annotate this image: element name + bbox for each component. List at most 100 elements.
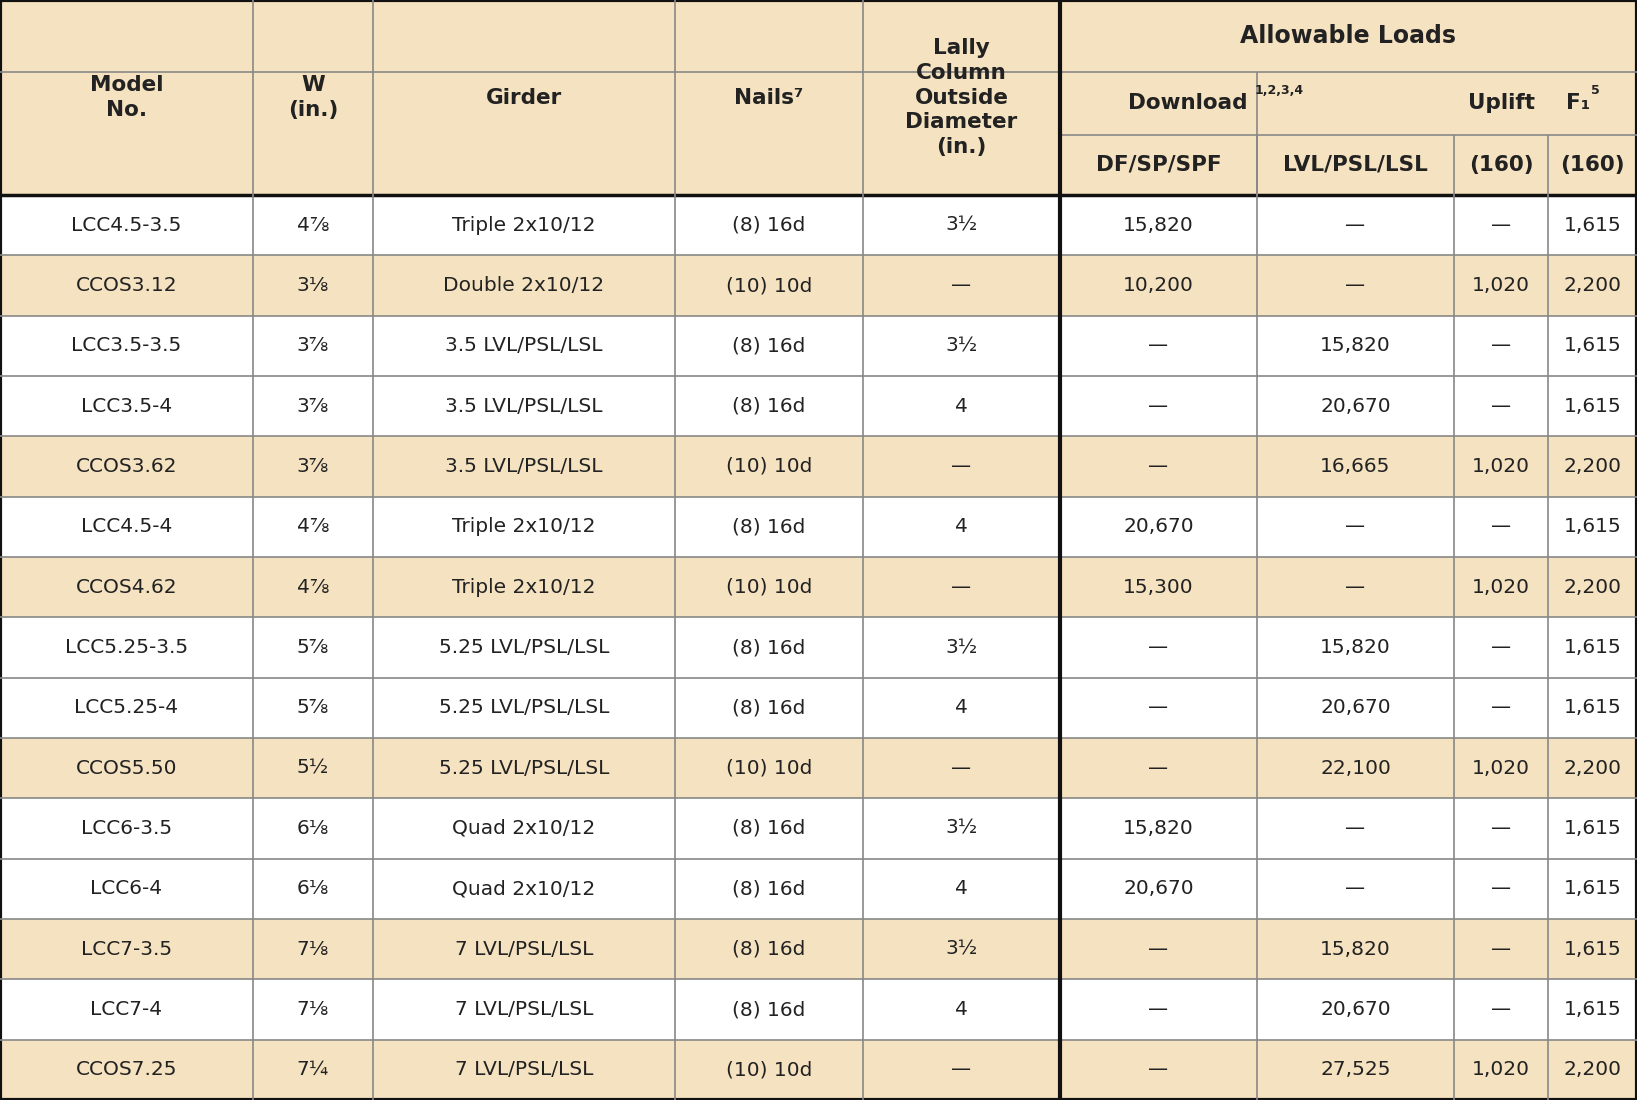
Text: F₁: F₁ <box>1567 94 1591 113</box>
Text: Quad 2x10/12: Quad 2x10/12 <box>452 879 596 899</box>
Text: 15,820: 15,820 <box>1319 638 1391 657</box>
Text: 5.25 LVL/PSL/LSL: 5.25 LVL/PSL/LSL <box>439 638 609 657</box>
Text: —: — <box>1491 879 1511 899</box>
Text: 1,020: 1,020 <box>1472 1060 1531 1079</box>
Text: —: — <box>1491 397 1511 416</box>
Text: 1,615: 1,615 <box>1563 517 1621 537</box>
Text: 2,200: 2,200 <box>1563 578 1622 596</box>
Text: —: — <box>1149 1000 1169 1019</box>
Text: (160): (160) <box>1468 155 1534 175</box>
Text: —: — <box>1491 216 1511 234</box>
Text: —: — <box>1149 397 1169 416</box>
Text: 3.5 LVL/PSL/LSL: 3.5 LVL/PSL/LSL <box>445 456 602 476</box>
Text: —: — <box>1149 939 1169 959</box>
Text: 5.25 LVL/PSL/LSL: 5.25 LVL/PSL/LSL <box>439 698 609 717</box>
Text: 3½: 3½ <box>946 337 977 355</box>
Text: 7 LVL/PSL/LSL: 7 LVL/PSL/LSL <box>455 939 593 959</box>
Text: 5.25 LVL/PSL/LSL: 5.25 LVL/PSL/LSL <box>439 759 609 778</box>
Text: —: — <box>1491 820 1511 838</box>
Text: CCOS3.12: CCOS3.12 <box>75 276 177 295</box>
Text: (8) 16d: (8) 16d <box>732 337 805 355</box>
Bar <box>0 799 1637 859</box>
Text: —: — <box>1149 1060 1169 1079</box>
Text: 5½: 5½ <box>296 759 329 778</box>
Text: —: — <box>1346 879 1365 899</box>
Text: (8) 16d: (8) 16d <box>732 397 805 416</box>
Text: 1,615: 1,615 <box>1563 337 1621 355</box>
Text: 6⅛: 6⅛ <box>296 820 329 838</box>
Text: 5⅞: 5⅞ <box>296 638 329 657</box>
Text: —: — <box>951 1060 972 1079</box>
Text: 3½: 3½ <box>946 820 977 838</box>
Text: 1,615: 1,615 <box>1563 879 1621 899</box>
Text: Allowable Loads: Allowable Loads <box>1241 24 1457 48</box>
Text: (10) 10d: (10) 10d <box>725 578 812 596</box>
Text: 3.5 LVL/PSL/LSL: 3.5 LVL/PSL/LSL <box>445 397 602 416</box>
Text: —: — <box>1491 698 1511 717</box>
Text: 5⅞: 5⅞ <box>296 698 329 717</box>
Text: —: — <box>1346 578 1365 596</box>
Text: Double 2x10/12: Double 2x10/12 <box>444 276 604 295</box>
Text: Triple 2x10/12: Triple 2x10/12 <box>452 517 596 537</box>
Text: (8) 16d: (8) 16d <box>732 1000 805 1019</box>
Text: Uplift: Uplift <box>1467 94 1534 113</box>
Text: LCC7-3.5: LCC7-3.5 <box>80 939 172 959</box>
Text: 2,200: 2,200 <box>1563 759 1622 778</box>
Text: 7¼: 7¼ <box>296 1060 329 1079</box>
Text: 15,300: 15,300 <box>1123 578 1193 596</box>
Text: 20,670: 20,670 <box>1319 698 1391 717</box>
Text: 20,670: 20,670 <box>1319 397 1391 416</box>
Text: 16,665: 16,665 <box>1321 456 1391 476</box>
Text: 1,2,3,4: 1,2,3,4 <box>1256 85 1305 98</box>
Text: —: — <box>951 578 972 596</box>
Text: 7⅛: 7⅛ <box>296 939 329 959</box>
Text: Lally
Column
Outside
Diameter
(in.): Lally Column Outside Diameter (in.) <box>905 37 1018 157</box>
Text: (10) 10d: (10) 10d <box>725 276 812 295</box>
Text: 1,615: 1,615 <box>1563 939 1621 959</box>
Text: —: — <box>951 759 972 778</box>
Text: 4: 4 <box>954 397 967 416</box>
Bar <box>0 979 1637 1040</box>
Text: 3⅞: 3⅞ <box>296 397 329 416</box>
Bar <box>0 617 1637 678</box>
Bar <box>0 1040 1637 1100</box>
Text: Nails⁷: Nails⁷ <box>735 88 804 108</box>
Text: 7⅛: 7⅛ <box>296 1000 329 1019</box>
Text: Triple 2x10/12: Triple 2x10/12 <box>452 578 596 596</box>
Text: —: — <box>951 456 972 476</box>
Text: LCC4.5-3.5: LCC4.5-3.5 <box>72 216 182 234</box>
Text: 1,615: 1,615 <box>1563 1000 1621 1019</box>
Bar <box>0 918 1637 979</box>
Text: LVL/PSL/LSL: LVL/PSL/LSL <box>1283 155 1427 175</box>
Text: —: — <box>1149 638 1169 657</box>
Text: CCOS5.50: CCOS5.50 <box>75 759 177 778</box>
Text: 3⅞: 3⅞ <box>296 456 329 476</box>
Bar <box>0 376 1637 437</box>
Text: DF/SP/SPF: DF/SP/SPF <box>1095 155 1221 175</box>
Text: CCOS4.62: CCOS4.62 <box>75 578 177 596</box>
Text: —: — <box>1346 276 1365 295</box>
Text: (10) 10d: (10) 10d <box>725 456 812 476</box>
Text: 4: 4 <box>954 517 967 537</box>
Text: 2,200: 2,200 <box>1563 276 1622 295</box>
Text: 22,100: 22,100 <box>1319 759 1391 778</box>
Text: 6⅛: 6⅛ <box>296 879 329 899</box>
Text: 27,525: 27,525 <box>1321 1060 1391 1079</box>
Text: 1,020: 1,020 <box>1472 578 1531 596</box>
Text: —: — <box>1149 759 1169 778</box>
Text: CCOS7.25: CCOS7.25 <box>75 1060 177 1079</box>
Text: 15,820: 15,820 <box>1319 939 1391 959</box>
Text: 1,615: 1,615 <box>1563 820 1621 838</box>
Text: 1,615: 1,615 <box>1563 638 1621 657</box>
Text: (8) 16d: (8) 16d <box>732 517 805 537</box>
Text: Girder: Girder <box>486 88 561 108</box>
Text: 1,615: 1,615 <box>1563 397 1621 416</box>
Text: (8) 16d: (8) 16d <box>732 879 805 899</box>
Text: CCOS3.62: CCOS3.62 <box>75 456 177 476</box>
Text: 3⅛: 3⅛ <box>296 276 329 295</box>
Text: —: — <box>1149 456 1169 476</box>
Text: 20,670: 20,670 <box>1123 879 1193 899</box>
Text: 20,670: 20,670 <box>1319 1000 1391 1019</box>
Text: 1,615: 1,615 <box>1563 216 1621 234</box>
Text: —: — <box>1346 820 1365 838</box>
